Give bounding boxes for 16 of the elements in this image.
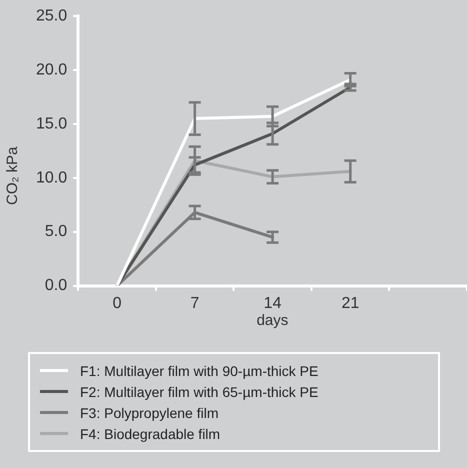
y-tick-label: 0.0 xyxy=(44,277,68,294)
y-tick-label: 10.0 xyxy=(36,169,68,186)
y-tick-label: 25.0 xyxy=(36,7,68,24)
legend-label: F4: Biodegradable film xyxy=(80,426,220,442)
x-tick-label: 14 xyxy=(264,294,282,312)
y-axis-title: CO₂ kPa xyxy=(4,146,21,205)
y-tick-label: 5.0 xyxy=(44,223,68,240)
legend-label: F1: Multilayer film with 90-µm-thick PE xyxy=(80,362,318,378)
x-axis-title: days xyxy=(256,312,288,329)
x-tick-label: 0 xyxy=(112,294,122,312)
y-tick-label: 20.0 xyxy=(36,61,68,78)
x-tick-label: 7 xyxy=(190,294,200,312)
x-tick-label: 21 xyxy=(341,294,360,312)
y-tick-label: 15.0 xyxy=(36,115,68,132)
legend-label: F3: Polypropylene film xyxy=(80,404,219,420)
legend-label: F2: Multilayer film with 65-µm-thick PE xyxy=(80,384,318,400)
